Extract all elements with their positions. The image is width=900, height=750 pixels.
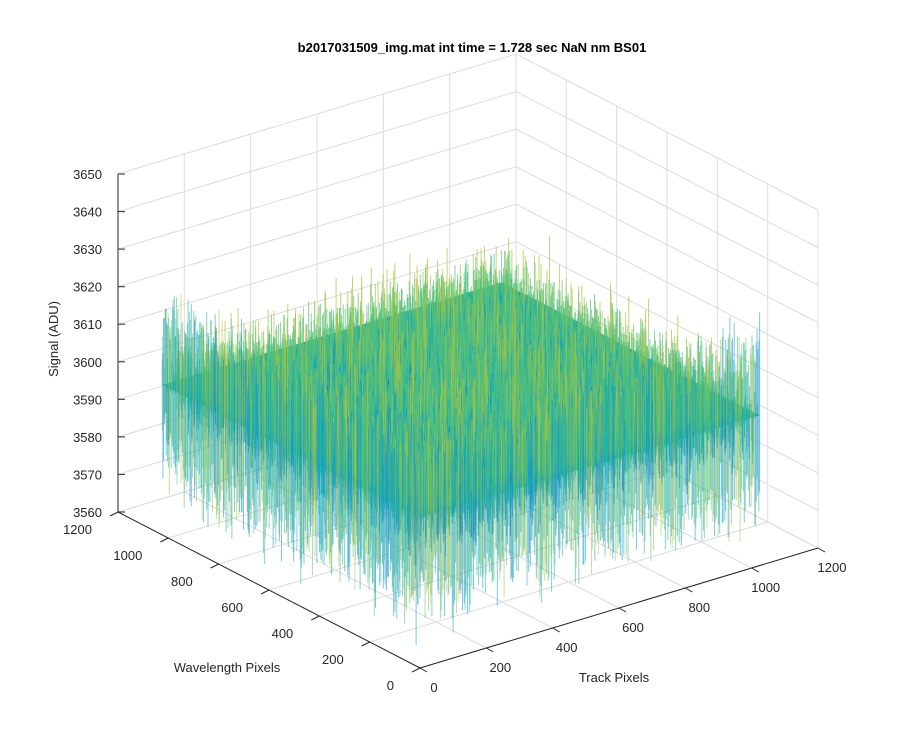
grid-line-y xyxy=(369,521,768,643)
surface-plot xyxy=(161,236,761,646)
